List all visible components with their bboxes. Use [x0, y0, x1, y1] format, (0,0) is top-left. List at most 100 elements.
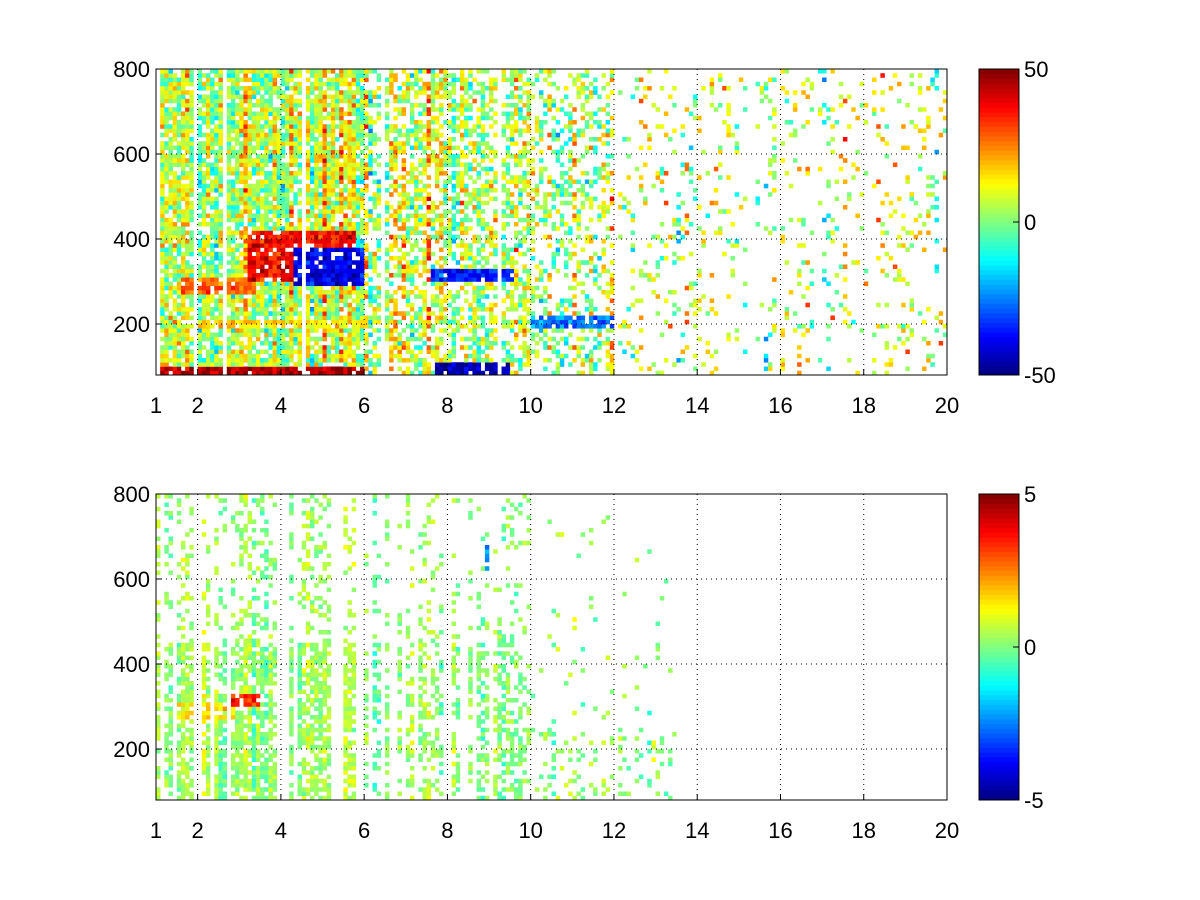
- heatmap-cell: [447, 90, 452, 95]
- heatmap-cell: [318, 345, 323, 350]
- heatmap-cell: [451, 349, 457, 355]
- heatmap-cell: [484, 222, 490, 227]
- heatmap-cell: [389, 243, 394, 248]
- heatmap-cell: [172, 77, 178, 83]
- heatmap-cell: [509, 290, 515, 295]
- heatmap-cell: [285, 120, 290, 125]
- heatmap-cell: [476, 107, 482, 112]
- heatmap-cell: [601, 319, 606, 325]
- heatmap-cell: [318, 307, 323, 312]
- heatmap-cell: [205, 332, 211, 338]
- heatmap-cell: [243, 260, 248, 265]
- heatmap-cell: [239, 217, 244, 223]
- heatmap-cell: [522, 307, 527, 312]
- heatmap-cell: [293, 90, 298, 95]
- heatmap-cell: [197, 162, 203, 168]
- heatmap-cell: [418, 111, 423, 117]
- heatmap-cell: [268, 111, 273, 117]
- heatmap-cell: [439, 358, 444, 363]
- heatmap-cell: [501, 209, 506, 214]
- heatmap-cell: [459, 107, 465, 112]
- heatmap-cell: [343, 260, 348, 265]
- heatmap-cell: [509, 209, 515, 214]
- heatmap-cell: [347, 107, 352, 112]
- heatmap-cell: [285, 260, 290, 265]
- heatmap-cell: [480, 273, 486, 278]
- heatmap-cell: [355, 226, 361, 231]
- heatmap-cell: [409, 353, 415, 359]
- heatmap-cell: [205, 154, 211, 159]
- heatmap-cell: [355, 247, 361, 253]
- heatmap-cell: [509, 115, 515, 121]
- heatmap-cell: [588, 353, 594, 359]
- heatmap-cell: [568, 120, 573, 125]
- heatmap-cell: [264, 124, 269, 129]
- heatmap-cell: [522, 120, 527, 125]
- heatmap-cell: [426, 268, 432, 274]
- heatmap-cell: [214, 124, 219, 129]
- heatmap-cell: [539, 336, 544, 342]
- heatmap-cell: [322, 366, 327, 372]
- heatmap-cell: [251, 366, 257, 372]
- heatmap-cell: [472, 294, 477, 299]
- heatmap-cell: [251, 230, 257, 236]
- heatmap-cell: [451, 315, 457, 321]
- heatmap-cell: [164, 73, 169, 78]
- heatmap-cell: [597, 315, 602, 321]
- heatmap-cell: [480, 115, 486, 121]
- heatmap-cell: [514, 370, 519, 376]
- heatmap-cell: [197, 192, 203, 197]
- heatmap-cell: [505, 124, 511, 129]
- heatmap-cell: [339, 307, 344, 312]
- heatmap-cell: [310, 111, 315, 117]
- heatmap-cell: [185, 111, 190, 117]
- heatmap-cell: [239, 154, 244, 159]
- heatmap-cell: [289, 251, 294, 257]
- heatmap-cell: [405, 264, 411, 270]
- heatmap-cell: [343, 341, 348, 346]
- heatmap-cell: [305, 124, 311, 129]
- heatmap-cell: [580, 200, 586, 206]
- heatmap-cell: [343, 188, 348, 193]
- heatmap-cell: [422, 90, 427, 95]
- heatmap-cell: [314, 103, 319, 108]
- heatmap-cell: [239, 328, 244, 333]
- heatmap-cell: [280, 132, 286, 138]
- heatmap-cell: [326, 268, 332, 274]
- heatmap-cell: [285, 222, 290, 227]
- heatmap-cell: [160, 111, 165, 117]
- heatmap-cell: [230, 94, 236, 100]
- heatmap-cell: [464, 166, 469, 172]
- heatmap-cell: [172, 124, 178, 129]
- heatmap-cell: [484, 358, 490, 363]
- heatmap-cell: [514, 247, 519, 253]
- heatmap-cell: [326, 264, 332, 270]
- heatmap-cell: [451, 162, 457, 168]
- heatmap-cell: [522, 239, 527, 244]
- heatmap-cell: [588, 315, 594, 321]
- heatmap-cell: [322, 222, 327, 227]
- heatmap-cell: [489, 307, 494, 312]
- heatmap-cell: [414, 358, 419, 363]
- heatmap-cell: [430, 353, 436, 359]
- heatmap-cell: [493, 77, 498, 83]
- heatmap-cell: [264, 209, 269, 214]
- heatmap-cell: [189, 230, 194, 236]
- heatmap-cell: [310, 230, 315, 236]
- heatmap-cell: [197, 251, 203, 257]
- heatmap-cell: [285, 115, 290, 121]
- heatmap-cell: [372, 132, 377, 138]
- heatmap-cell: [272, 264, 278, 270]
- heatmap-cell: [210, 294, 215, 299]
- heatmap-cell: [180, 162, 186, 168]
- heatmap-cell: [568, 239, 573, 244]
- heatmap-cell: [459, 239, 465, 244]
- heatmap-cell: [372, 328, 377, 333]
- heatmap-cell: [201, 209, 207, 214]
- heatmap-cell: [197, 171, 203, 176]
- heatmap-cell: [251, 319, 257, 325]
- heatmap-cell: [268, 98, 273, 104]
- heatmap-cell: [609, 315, 615, 321]
- heatmap-cell: [572, 192, 577, 197]
- heatmap-cell: [205, 349, 211, 355]
